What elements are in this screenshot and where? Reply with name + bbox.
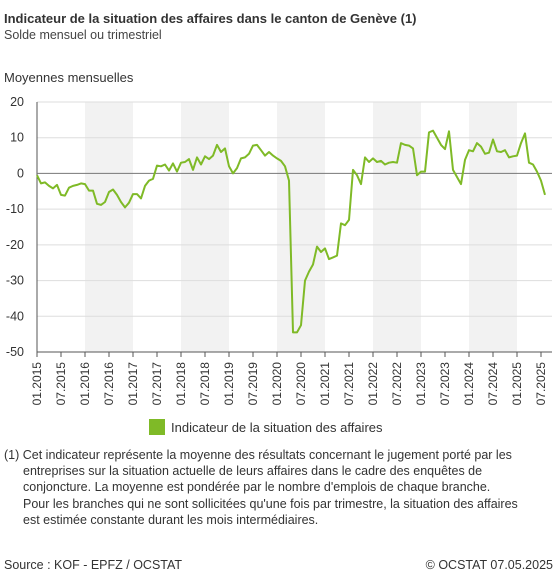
x-tick-label: 07.2022 <box>390 362 404 406</box>
x-tick-label: 01.2017 <box>126 362 140 406</box>
x-tick-label: 07.2019 <box>246 362 260 406</box>
footnote-line: est estimée constante durant les mois in… <box>23 512 319 527</box>
x-tick-label: 01.2022 <box>366 362 380 406</box>
source-text: Source : KOF - EPFZ / OCSTAT <box>4 558 183 572</box>
x-tick-label: 07.2023 <box>438 362 452 406</box>
y-tick-label: 20 <box>10 95 24 109</box>
y-tick-label: -10 <box>6 202 24 216</box>
x-tick-label: 07.2024 <box>486 362 500 406</box>
x-tick-label: 01.2025 <box>510 362 524 406</box>
x-tick-label: 07.2017 <box>150 362 164 406</box>
footnote-line: Pour les branches qui ne sont sollicitée… <box>23 496 518 511</box>
y-tick-label: -50 <box>6 345 24 359</box>
x-tick-labels: 01.2015 07.2015 01.2016 07.2016 01.2017 07.20… <box>30 362 548 406</box>
x-tick-label: 07.2020 <box>294 362 308 406</box>
page-title: Indicateur de la situation des affaires … <box>4 11 417 26</box>
x-tick-label: 07.2025 <box>534 362 548 406</box>
footnote-line: conjoncture. La moyenne est pondérée par… <box>23 480 491 495</box>
panel-label: Moyennes mensuelles <box>4 70 134 85</box>
year-band <box>181 102 229 352</box>
axes <box>36 102 552 357</box>
y-tick-labels: 20 10 0 -10 -20 -30 -40 -50 <box>6 95 24 359</box>
y-tick-label: 10 <box>10 131 24 145</box>
legend-label: Indicateur de la situation des affaires <box>171 419 383 435</box>
footnote-line: entreprises sur la situation actuelle de… <box>23 464 483 479</box>
x-tick-label: 07.2015 <box>54 362 68 406</box>
footnote: (1) Cet indicateur représente la moyenne… <box>4 447 544 528</box>
x-tick-label: 01.2020 <box>270 362 284 406</box>
legend-swatch <box>149 419 165 435</box>
y-tick-label: -40 <box>6 309 24 323</box>
y-tick-label: -20 <box>6 238 24 252</box>
copyright-text: © OCSTAT 07.05.2025 <box>425 558 553 572</box>
x-tick-label: 01.2021 <box>318 362 332 406</box>
y-tick-label: -30 <box>6 274 24 288</box>
year-band <box>373 102 421 352</box>
x-tick-label: 01.2015 <box>30 362 44 406</box>
year-band <box>85 102 133 352</box>
x-tick-label: 01.2024 <box>462 362 476 406</box>
x-tick-label: 07.2021 <box>342 362 356 406</box>
x-tick-label: 07.2016 <box>102 362 116 406</box>
x-tick-label: 01.2023 <box>414 362 428 406</box>
year-bands <box>85 102 517 352</box>
legend[interactable]: Indicateur de la situation des affaires <box>149 419 383 435</box>
x-tick-label: 01.2018 <box>174 362 188 406</box>
page-subtitle: Solde mensuel ou trimestriel <box>4 28 162 42</box>
series-line <box>36 129 546 334</box>
x-tick-label: 01.2019 <box>222 362 236 406</box>
y-tick-label: 0 <box>17 166 24 180</box>
x-tick-label: 01.2016 <box>78 362 92 406</box>
footnote-line: (1) Cet indicateur représente la moyenne… <box>4 448 512 462</box>
year-band <box>277 102 325 352</box>
x-tick-label: 07.2018 <box>198 362 212 406</box>
